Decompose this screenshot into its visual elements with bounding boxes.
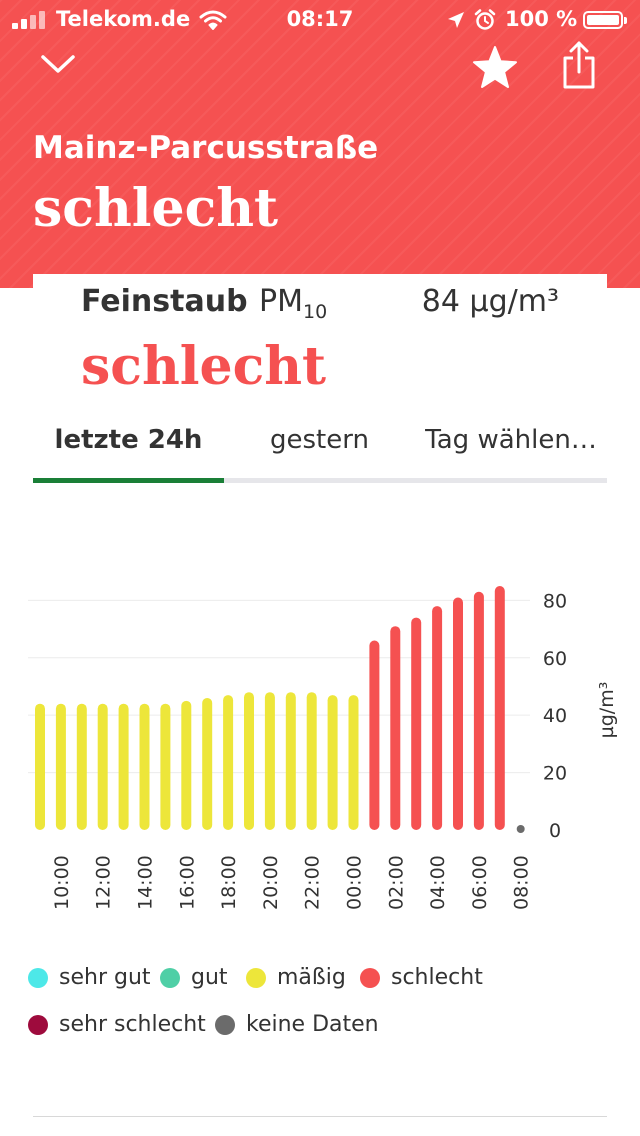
legend-label: mäßig [277, 965, 346, 990]
period-tabs: letzte 24h gestern Tag wählen… [33, 419, 607, 485]
pollutant-component: PM10 [259, 284, 327, 323]
x-tick-label: 18:00 [218, 855, 240, 910]
tab-last-24h[interactable]: letzte 24h [54, 425, 203, 455]
measurement-card: Feinstaub PM10 84 µg/m³ schlecht letzte … [33, 274, 607, 484]
alarm-icon [474, 9, 496, 30]
y-tick-label: 80 [543, 590, 567, 612]
y-tick-label: 60 [543, 648, 567, 670]
x-tick-label: 20:00 [260, 855, 282, 910]
x-tick-label: 04:00 [427, 855, 449, 910]
location-arrow-icon [448, 12, 464, 28]
no-data-marker [516, 825, 525, 833]
component-label: PM [259, 284, 303, 319]
x-tick-label: 22:00 [302, 855, 324, 910]
x-tick-label: 08:00 [511, 855, 533, 910]
x-tick-label: 12:00 [93, 855, 115, 910]
x-tick-label: 14:00 [135, 855, 157, 910]
legend-item-sehr-schlecht: sehr schlecht [28, 1012, 206, 1037]
star-icon[interactable] [472, 45, 518, 89]
legend-dot [360, 967, 380, 988]
y-tick-label: 20 [543, 763, 567, 785]
battery-percent: 100 % [505, 7, 578, 31]
legend-label: schlecht [391, 965, 483, 990]
component-subscript: 10 [302, 301, 328, 323]
signal-icon [12, 11, 52, 29]
legend-label: keine Daten [246, 1012, 379, 1037]
y-tick-label: 0 [549, 820, 561, 842]
legend-label: gut [191, 965, 228, 990]
battery-icon [583, 11, 627, 29]
legend-dot [215, 1014, 235, 1035]
divider [33, 1116, 607, 1117]
legend-label: sehr gut [59, 965, 151, 990]
legend-label: sehr schlecht [59, 1012, 206, 1037]
tab-indicator-track [33, 478, 607, 483]
x-tick-label: 16:00 [176, 855, 198, 910]
x-tick-label: 10:00 [51, 855, 73, 910]
status-bar: Telekom.de 08:17 100 % [0, 0, 640, 40]
share-icon[interactable] [561, 40, 597, 90]
y-tick-label: 40 [543, 705, 567, 727]
legend-item-schlecht: schlecht [360, 965, 483, 990]
legend-item-gut: gut [160, 965, 228, 990]
station-name: Mainz-Parcusstraße [33, 130, 379, 166]
header: Telekom.de 08:17 100 % Mainz-Parcusstraß… [0, 0, 640, 288]
pollutant-label: Feinstaub [81, 284, 248, 319]
legend-item-sehr-gut: sehr gut [28, 965, 151, 990]
carrier-name: Telekom.de [56, 7, 191, 31]
x-tick-label: 00:00 [344, 855, 366, 910]
legend-dot [160, 967, 180, 988]
pm10-bar-chart: 0 20 40 60 80 µg/m³ 10:00 12:00 14:00 16:00 18:00 2… [28, 586, 618, 910]
legend-dot [28, 1014, 48, 1035]
wifi-icon [199, 10, 227, 30]
chevron-down-icon[interactable] [40, 52, 76, 76]
x-tick-label: 06:00 [469, 855, 491, 910]
x-tick-label: 02:00 [385, 855, 407, 910]
quality-label: schlecht [81, 336, 327, 397]
legend-dot [28, 967, 48, 988]
legend-item-maessig: mäßig [246, 965, 346, 990]
clock: 08:17 [286, 7, 354, 31]
tab-yesterday[interactable]: gestern [270, 425, 369, 455]
y-axis-label: µg/m³ [596, 682, 618, 739]
tab-choose-day[interactable]: Tag wählen… [425, 425, 597, 455]
overall-status: schlecht [33, 178, 279, 239]
legend-dot [246, 967, 266, 988]
measurement-value: 84 µg/m³ [421, 284, 559, 319]
tab-indicator [33, 478, 224, 483]
legend-item-keine-daten: keine Daten [215, 1012, 379, 1037]
